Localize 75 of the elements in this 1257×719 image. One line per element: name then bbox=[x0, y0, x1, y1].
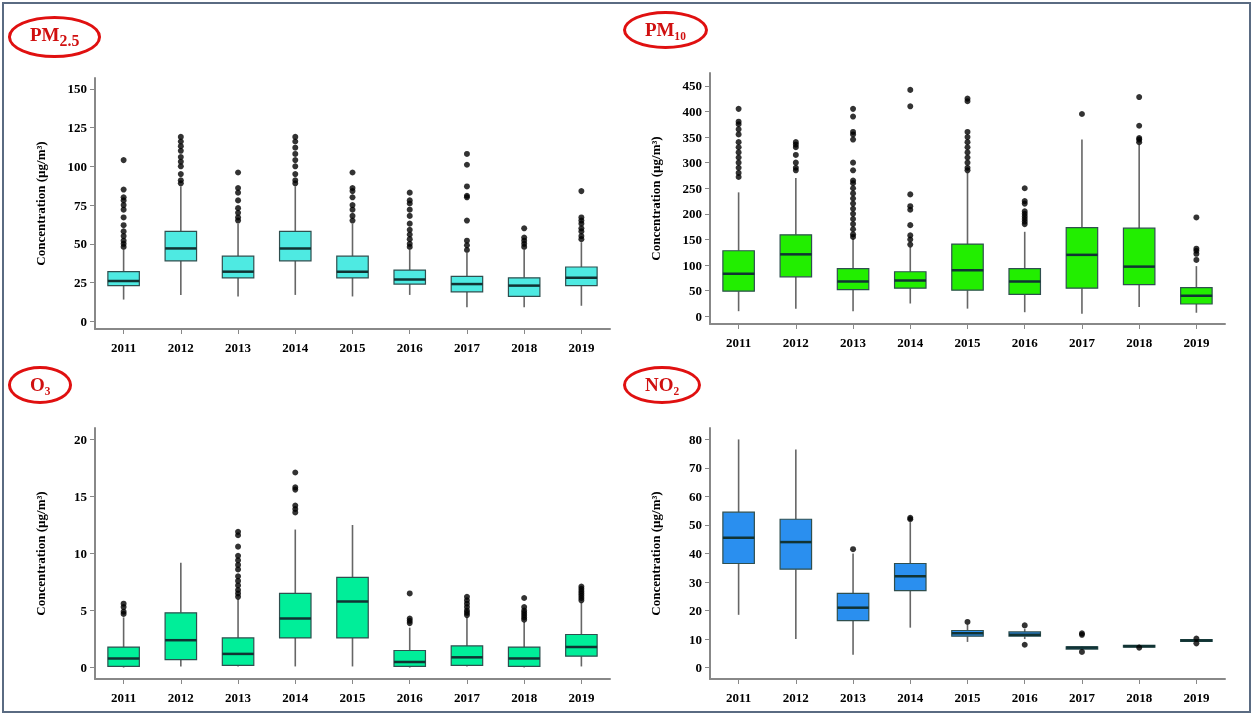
x-tick-label: 2013 bbox=[840, 335, 867, 350]
x-tick-label: 2011 bbox=[725, 690, 752, 705]
x-tick-label: 2014 bbox=[282, 690, 309, 705]
y-tick-label: 100 bbox=[67, 158, 87, 174]
x-tick-label: 2011 bbox=[725, 335, 752, 350]
y-axis-title: Concentration (µg/m³) bbox=[33, 141, 48, 266]
y-tick-label: 125 bbox=[67, 120, 88, 136]
y-tick-label: 70 bbox=[689, 460, 702, 476]
y-tick-label: 400 bbox=[682, 103, 702, 119]
x-tick-label: 2016 bbox=[1011, 335, 1039, 350]
x-tick-label: 2017 bbox=[1068, 335, 1096, 350]
y-tick-label: 80 bbox=[689, 431, 702, 447]
x-tick-label: 2016 bbox=[1011, 690, 1039, 705]
y-tick-label: 200 bbox=[682, 206, 702, 222]
y-tick-label: 20 bbox=[74, 431, 87, 447]
x-tick-label: 2013 bbox=[840, 690, 867, 705]
x-tick-label: 2017 bbox=[453, 340, 481, 355]
x-tick-label: 2014 bbox=[282, 340, 309, 355]
x-tick-label: 2017 bbox=[1068, 690, 1096, 705]
x-tick-label: 2016 bbox=[396, 690, 424, 705]
chart-title: PM₁₀ bbox=[645, 19, 686, 41]
y-tick-label: 100 bbox=[682, 257, 702, 273]
y-tick-label: 450 bbox=[682, 78, 702, 94]
y-tick-label: 15 bbox=[74, 488, 88, 504]
chart-title: O₃ bbox=[30, 374, 51, 396]
x-tick-label: 2018 bbox=[511, 340, 538, 355]
x-tick-label: 2012 bbox=[167, 340, 194, 355]
y-tick-label: 20 bbox=[689, 603, 702, 619]
x-tick-label: 2012 bbox=[167, 690, 194, 705]
x-tick-label: 2019 bbox=[1183, 335, 1210, 350]
y-tick-label: 250 bbox=[682, 180, 702, 196]
chart-title: NO₂ bbox=[645, 374, 680, 396]
y-tick-label: 40 bbox=[689, 546, 702, 561]
y-tick-label: 350 bbox=[682, 129, 702, 145]
x-tick-label: 2018 bbox=[1126, 690, 1153, 705]
y-tick-label: 0 bbox=[80, 660, 87, 676]
x-tick-label: 2012 bbox=[782, 335, 809, 350]
x-tick-label: 2015 bbox=[339, 690, 366, 705]
y-tick-label: 25 bbox=[74, 275, 88, 291]
x-tick-label: 2013 bbox=[225, 690, 252, 705]
y-tick-label: 0 bbox=[695, 308, 702, 324]
chart-title: PM$_{2.5}$ bbox=[30, 24, 80, 50]
x-tick-label: 2017 bbox=[453, 690, 481, 705]
x-tick-label: 2016 bbox=[396, 340, 424, 355]
y-axis-title: Concentration (µg/m³) bbox=[648, 491, 663, 616]
y-tick-label: 60 bbox=[689, 488, 702, 504]
x-tick-label: 2012 bbox=[782, 690, 809, 705]
x-tick-label: 2015 bbox=[954, 690, 981, 705]
y-tick-label: 0 bbox=[80, 313, 87, 329]
y-tick-label: 10 bbox=[689, 631, 702, 647]
x-tick-label: 2019 bbox=[568, 690, 595, 705]
y-tick-label: 50 bbox=[74, 236, 87, 252]
y-axis-title: Concentration (µg/m³) bbox=[648, 136, 663, 261]
y-tick-label: 5 bbox=[80, 603, 88, 619]
y-tick-label: 75 bbox=[74, 197, 88, 213]
x-tick-label: 2013 bbox=[225, 340, 252, 355]
x-tick-label: 2018 bbox=[1126, 335, 1153, 350]
y-tick-label: 150 bbox=[67, 81, 87, 97]
x-tick-label: 2015 bbox=[339, 340, 366, 355]
y-tick-label: 150 bbox=[682, 231, 702, 247]
x-tick-label: 2011 bbox=[110, 340, 137, 355]
x-tick-label: 2014 bbox=[897, 335, 924, 350]
y-axis-title: Concentration (µg/m³) bbox=[33, 491, 48, 616]
x-tick-label: 2011 bbox=[110, 690, 137, 705]
x-tick-label: 2015 bbox=[954, 335, 981, 350]
y-tick-label: 300 bbox=[682, 155, 702, 171]
y-tick-label: 30 bbox=[689, 574, 702, 590]
x-tick-label: 2019 bbox=[1183, 690, 1210, 705]
y-tick-label: 50 bbox=[689, 283, 702, 299]
y-tick-label: 0 bbox=[695, 660, 702, 676]
x-tick-label: 2019 bbox=[568, 340, 595, 355]
x-tick-label: 2018 bbox=[511, 690, 538, 705]
y-tick-label: 10 bbox=[74, 546, 87, 561]
x-tick-label: 2014 bbox=[897, 690, 924, 705]
y-tick-label: 50 bbox=[689, 517, 702, 533]
